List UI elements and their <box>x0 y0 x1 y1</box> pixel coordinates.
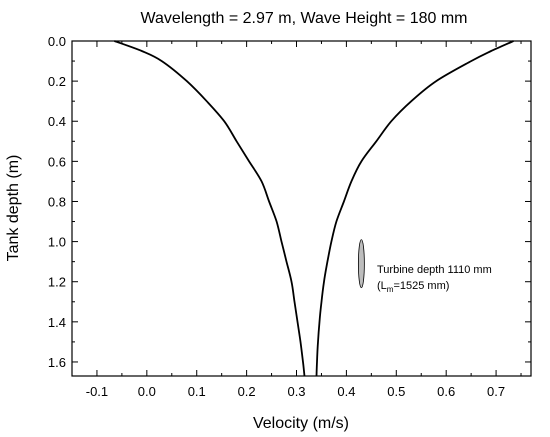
y-tick-label: 0.8 <box>48 194 66 209</box>
velocity-curve-1 <box>114 40 306 377</box>
x-tick-label: 0.3 <box>287 384 305 399</box>
y-tick-label: 1.0 <box>48 235 66 250</box>
turbine-length-label: (Lm=1525 mm) <box>377 280 449 294</box>
velocity-curve-2 <box>315 40 514 377</box>
y-tick-label: 1.6 <box>48 355 66 370</box>
x-tick-label: 0.5 <box>387 384 405 399</box>
y-tick-label: 0.0 <box>48 34 66 49</box>
plot-frame <box>71 40 532 377</box>
y-tick-label: 0.2 <box>48 74 66 89</box>
chart-title: Wavelength = 2.97 m, Wave Height = 180 m… <box>141 10 468 27</box>
x-tick-label: 0.2 <box>238 384 256 399</box>
x-tick-label: 0.6 <box>437 384 455 399</box>
x-tick-label: 0.4 <box>337 384 355 399</box>
x-tick-label: 0.1 <box>188 384 206 399</box>
y-axis-label: Tank depth (m) <box>5 155 22 262</box>
y-tick-label: 0.6 <box>48 154 66 169</box>
turbine-marker <box>357 239 365 289</box>
curves <box>114 40 514 377</box>
x-axis-label: Velocity (m/s) <box>253 415 349 432</box>
y-tick-label: 0.4 <box>48 114 66 129</box>
x-tick-label: -0.1 <box>86 384 108 399</box>
turbine-marker-layer <box>357 239 365 289</box>
x-tick-label: 0.7 <box>487 384 505 399</box>
tick-marks <box>72 40 531 376</box>
x-tick-label: 0.0 <box>138 384 156 399</box>
y-tick-label: 1.2 <box>48 275 66 290</box>
turbine-depth-label: Turbine depth 1110 mm <box>377 264 492 276</box>
tick-labels: -0.1 0.0 0.1 0.2 0.3 0.4 0.5 0.6 0.7 0.0 0.2 0.4 0.6… <box>48 34 505 399</box>
y-tick-label: 1.4 <box>48 315 66 330</box>
